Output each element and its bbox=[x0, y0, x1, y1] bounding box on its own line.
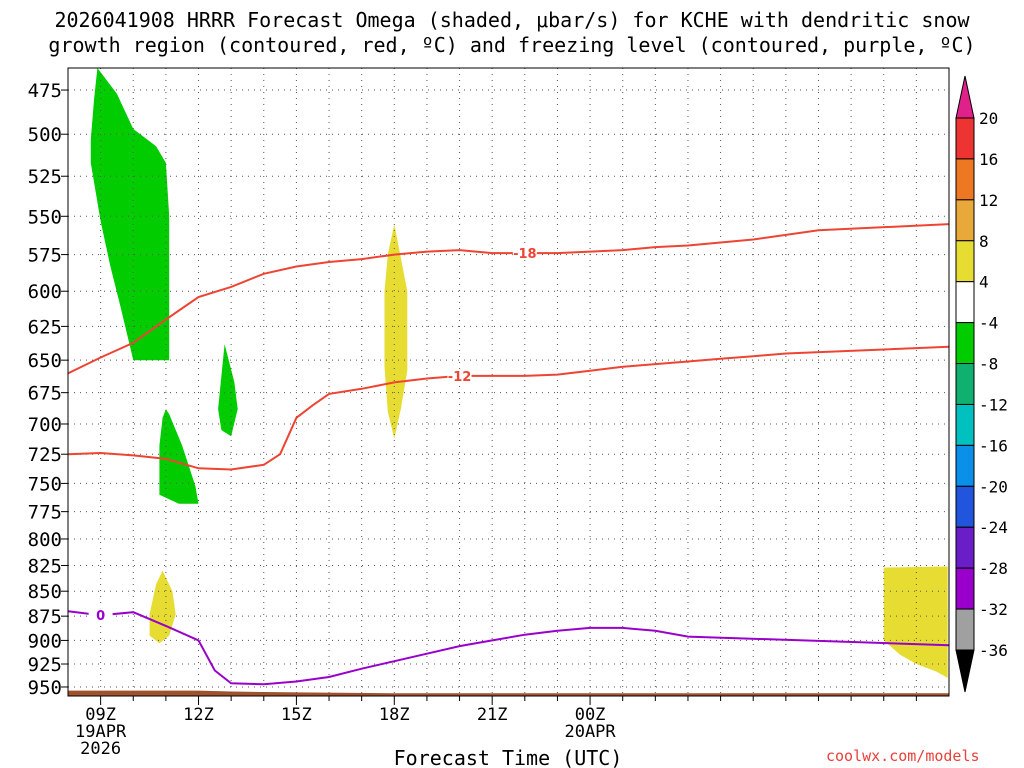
colorbar-band bbox=[955, 281, 975, 324]
colorbar-band bbox=[955, 485, 975, 528]
y-tick-label: 850 bbox=[28, 581, 62, 603]
y-tick-label: 925 bbox=[28, 654, 62, 676]
y-tick-label: 600 bbox=[28, 281, 62, 303]
colorbar-band bbox=[955, 199, 975, 242]
x-tick-label: 21Z bbox=[477, 705, 508, 725]
chart-title-line-1: 2026041908 HRRR Forecast Omega (shaded, … bbox=[54, 8, 970, 32]
colorbar-band bbox=[955, 608, 975, 651]
colorbar-label: -4 bbox=[979, 314, 998, 333]
colorbar-label: -12 bbox=[979, 395, 1008, 414]
y-tick-label: 875 bbox=[28, 606, 62, 628]
omega-region-5 bbox=[883, 566, 948, 678]
contour-label-bg bbox=[88, 608, 113, 623]
x-tick-label: 15Z bbox=[281, 705, 312, 725]
x-tick-date-label: 20APR bbox=[564, 722, 616, 742]
x-tick-year-label: 2026 bbox=[80, 739, 121, 759]
colorbar-label: 12 bbox=[979, 191, 998, 210]
contour-label-bg bbox=[447, 368, 472, 383]
contour-line-2 bbox=[68, 610, 949, 686]
y-tick-label: 750 bbox=[28, 473, 62, 495]
y-axis: 475 500 525 550 575 600 625 650 675 700 725 750 775 8… bbox=[28, 80, 68, 699]
credit-text: coolwx.com/models bbox=[826, 747, 980, 765]
colorbar-label: -28 bbox=[979, 559, 1008, 578]
colorbar-band bbox=[955, 444, 975, 487]
y-tick-label: 625 bbox=[28, 316, 62, 338]
y-tick-label: 650 bbox=[28, 350, 62, 372]
x-tick-label: 09Z bbox=[85, 705, 116, 725]
colorbar-band bbox=[955, 403, 975, 446]
y-tick-label: 525 bbox=[28, 166, 62, 188]
omega-region-2 bbox=[159, 409, 199, 504]
y-tick-label: 725 bbox=[28, 444, 62, 466]
colorbar-band bbox=[955, 567, 975, 610]
y-tick-label: 800 bbox=[28, 529, 62, 551]
x-axis-label: Forecast Time (UTC) bbox=[394, 746, 623, 768]
y-tick-label: 900 bbox=[28, 630, 62, 652]
colorbar-label: -8 bbox=[979, 355, 998, 374]
contour-label: 0 bbox=[96, 609, 105, 624]
colorbar-bottom-arrow bbox=[955, 649, 975, 693]
x-tick-date-label: 19APR bbox=[75, 722, 127, 742]
omega-region-4 bbox=[149, 570, 176, 644]
colorbar-band bbox=[955, 363, 975, 405]
colorbar-label: 8 bbox=[979, 232, 989, 251]
contour-label-bg bbox=[512, 246, 537, 261]
colorbar-label: 4 bbox=[979, 273, 989, 292]
colorbar-band bbox=[955, 240, 975, 283]
omega-region-1 bbox=[218, 344, 238, 437]
chart-title-line-2: growth region (contoured, red, ºC) and f… bbox=[48, 33, 976, 57]
y-tick-label: 700 bbox=[28, 414, 62, 436]
omega-shading-layer bbox=[90, 68, 948, 678]
colorbar-label: -16 bbox=[979, 436, 1008, 455]
contour-layer: -18 -12 0 bbox=[68, 223, 949, 686]
x-tick-label: 12Z bbox=[183, 705, 214, 725]
y-tick-label: 550 bbox=[28, 206, 62, 228]
contour-label: -12 bbox=[448, 370, 472, 385]
contour-line-1 bbox=[68, 345, 949, 471]
terrain-layer bbox=[68, 690, 949, 696]
colorbar-label: -36 bbox=[979, 641, 1008, 660]
colorbar-top-arrow bbox=[955, 75, 975, 119]
contour-line-0 bbox=[68, 223, 949, 375]
colorbar-label: -32 bbox=[979, 600, 1008, 619]
y-tick-label: 475 bbox=[28, 80, 62, 102]
y-tick-label: 825 bbox=[28, 555, 62, 577]
grid-layer bbox=[68, 68, 949, 696]
colorbar-band bbox=[955, 158, 975, 201]
terrain-area bbox=[68, 690, 949, 696]
y-tick-label: 950 bbox=[28, 677, 62, 699]
colorbar-band bbox=[955, 322, 975, 365]
y-tick-label: 500 bbox=[28, 124, 62, 146]
colorbar-label: -20 bbox=[979, 477, 1008, 496]
y-tick-label: 575 bbox=[28, 245, 62, 267]
omega-region-3 bbox=[384, 224, 408, 439]
x-tick-label: 00Z bbox=[575, 705, 606, 725]
colorbar-band bbox=[955, 117, 975, 160]
y-tick-label: 675 bbox=[28, 383, 62, 405]
omega-region-0 bbox=[90, 68, 170, 361]
colorbar-label: 20 bbox=[979, 109, 998, 128]
colorbar-label: 16 bbox=[979, 150, 998, 169]
colorbar: 20 16 12 8 4 -4 -8 -12 -16 -20 -24 -28 -32 -36 bbox=[955, 75, 1008, 693]
contour-label: -18 bbox=[513, 247, 537, 262]
x-tick-label: 18Z bbox=[379, 705, 410, 725]
colorbar-label: -24 bbox=[979, 518, 1008, 537]
plot-frame bbox=[67, 67, 950, 697]
colorbar-band bbox=[955, 526, 975, 569]
y-tick-label: 775 bbox=[28, 502, 62, 524]
